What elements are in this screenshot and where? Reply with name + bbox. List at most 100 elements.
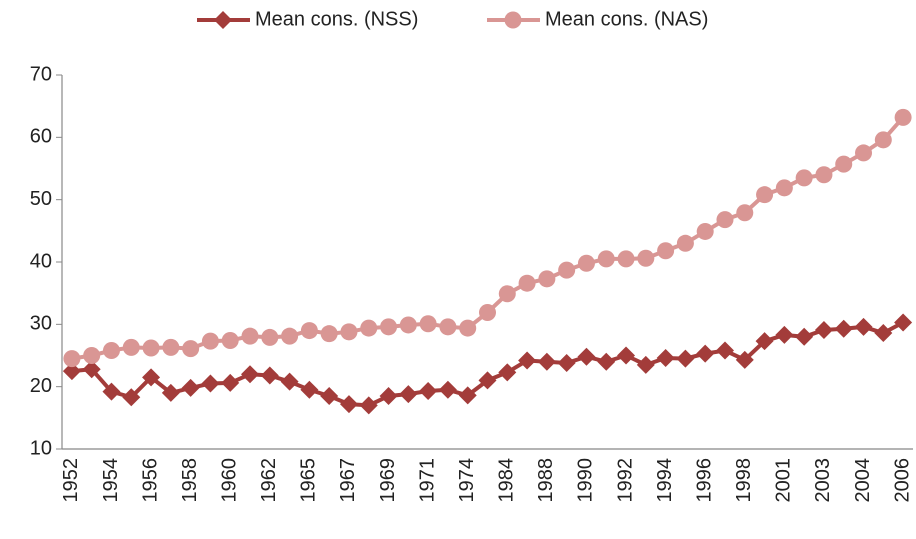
data-point	[676, 234, 694, 252]
data-point	[637, 249, 655, 267]
data-point	[281, 327, 299, 345]
data-point	[577, 347, 596, 366]
data-point	[736, 204, 754, 222]
data-point	[83, 347, 101, 364]
data-point	[854, 317, 873, 336]
data-point	[320, 325, 338, 343]
data-point	[260, 366, 279, 385]
data-point	[479, 303, 496, 321]
x-tick-label: 1967	[337, 458, 359, 503]
data-point	[340, 323, 358, 341]
data-point	[181, 378, 200, 397]
data-point	[557, 353, 576, 372]
series-line	[71, 116, 905, 361]
data-point	[201, 332, 219, 350]
x-tick-label: 1994	[654, 458, 676, 503]
data-point	[775, 179, 793, 197]
data-point	[597, 250, 615, 268]
data-point	[478, 371, 497, 390]
data-point	[419, 382, 438, 401]
data-point	[359, 396, 378, 415]
data-point	[894, 313, 913, 332]
data-point	[617, 250, 635, 268]
legend-label: Mean cons. (NAS)	[545, 8, 708, 30]
data-point	[320, 387, 339, 406]
data-point	[597, 352, 616, 371]
data-point	[399, 316, 417, 334]
legend-marker	[214, 11, 232, 29]
data-point	[122, 388, 141, 407]
data-point	[280, 372, 299, 391]
data-point	[380, 318, 398, 336]
x-tick-label: 1974	[456, 458, 478, 503]
data-point	[696, 344, 715, 363]
x-tick-label: 2006	[891, 458, 913, 503]
data-point	[439, 318, 457, 336]
data-point	[715, 341, 734, 360]
y-tick-label: 40	[30, 250, 52, 272]
data-point	[656, 348, 675, 367]
data-point	[300, 322, 318, 340]
data-point	[379, 387, 398, 406]
y-tick-label: 60	[30, 126, 52, 148]
data-point	[182, 340, 200, 358]
data-point	[459, 319, 477, 337]
data-point	[82, 360, 101, 379]
data-point	[221, 332, 239, 350]
x-tick-label: 2004	[852, 458, 874, 503]
y-tick-label: 30	[30, 313, 52, 335]
x-tick-label: 1992	[614, 458, 636, 503]
x-tick-label: 1956	[139, 458, 161, 503]
data-point	[775, 325, 794, 344]
data-point	[894, 108, 912, 126]
x-tick-label: 1954	[100, 458, 122, 503]
x-tick-label: 1998	[733, 458, 755, 503]
data-point	[814, 320, 833, 339]
data-point	[756, 186, 774, 204]
data-point	[834, 319, 853, 338]
data-point	[795, 169, 813, 187]
x-tick-label: 1960	[219, 458, 241, 503]
data-point	[755, 332, 774, 351]
data-point	[300, 380, 319, 399]
y-tick-label: 20	[30, 375, 52, 397]
data-point	[122, 338, 140, 356]
data-point	[735, 350, 754, 369]
data-point	[102, 342, 120, 360]
data-point	[538, 270, 556, 288]
data-point	[399, 385, 418, 404]
data-point	[518, 274, 536, 292]
x-tick-label: 1988	[535, 458, 557, 503]
x-tick-label: 1965	[298, 458, 320, 503]
data-point	[261, 328, 279, 346]
x-tick-label: 1984	[496, 458, 518, 503]
y-tick-label: 10	[30, 437, 52, 459]
data-point	[874, 324, 893, 343]
data-point	[162, 338, 180, 356]
x-tick-label: 1958	[179, 458, 201, 503]
data-point	[498, 285, 516, 303]
data-point	[636, 355, 655, 374]
data-point	[438, 380, 457, 399]
x-tick-label: 2003	[812, 458, 834, 503]
data-point	[617, 346, 636, 365]
data-point	[360, 319, 378, 337]
x-tick-label: 1990	[575, 458, 597, 503]
legend-label: Mean cons. (NSS)	[255, 8, 418, 30]
data-point	[696, 222, 714, 240]
data-point	[201, 374, 220, 393]
data-point	[498, 363, 517, 382]
data-point	[716, 211, 734, 229]
data-point	[63, 350, 81, 368]
x-tick-label: 1962	[258, 458, 280, 503]
data-point	[62, 362, 81, 381]
data-point	[102, 382, 121, 401]
legend-marker	[504, 11, 522, 29]
data-point	[339, 395, 358, 414]
x-tick-label: 1952	[60, 458, 82, 503]
y-tick-label: 70	[30, 63, 52, 85]
data-point	[142, 339, 160, 357]
data-point	[657, 242, 675, 260]
